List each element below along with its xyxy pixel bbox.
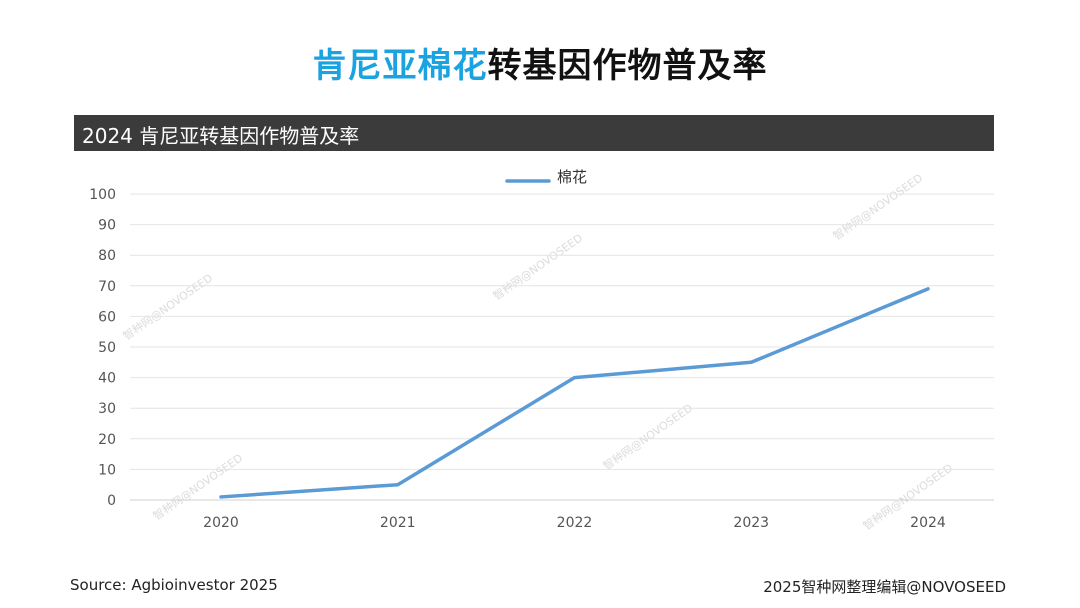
y-tick-label: 40 xyxy=(98,371,116,387)
x-axis: 2020 2021 2022 2023 2024 xyxy=(203,515,946,531)
legend: 棉花 xyxy=(505,168,587,186)
y-tick-label: 100 xyxy=(89,187,116,203)
y-tick-label: 70 xyxy=(98,279,116,295)
data-point xyxy=(749,360,753,364)
watermark-text: 智种网@NOVOSEED xyxy=(120,271,215,343)
page-title-rest: 转基因作物普及率 xyxy=(487,46,768,86)
watermark-text: 智种网@NOVOSEED xyxy=(830,171,925,243)
series-layer xyxy=(219,287,930,499)
grid-lines xyxy=(130,193,994,501)
y-tick-label: 60 xyxy=(98,309,116,325)
source-note: Source: Agbioinvestor 2025 xyxy=(70,576,278,594)
y-tick-label: 50 xyxy=(98,340,116,356)
y-axis: 0 10 20 30 40 50 60 70 80 90 100 xyxy=(89,187,116,509)
page-title-highlight: 肯尼亚棉花 xyxy=(312,46,488,86)
legend-label: 棉花 xyxy=(557,168,587,186)
y-tick-label: 30 xyxy=(98,401,116,417)
watermark-text: 智种网@NOVOSEED xyxy=(600,401,695,473)
chart-title: 2024 肯尼亚转基因作物普及率 xyxy=(82,124,360,148)
series-line xyxy=(219,287,930,499)
credit-note: 2025智种网整理编辑@NOVOSEED xyxy=(763,578,1006,596)
y-tick-label: 0 xyxy=(107,493,116,509)
data-point xyxy=(573,376,576,380)
y-tick-label: 80 xyxy=(98,248,116,264)
page-title: 肯尼亚棉花转基因作物普及率 xyxy=(0,38,1080,87)
x-tick-label: 2021 xyxy=(380,515,416,531)
watermark-text: 智种网@NOVOSEED xyxy=(490,231,585,303)
x-tick-label: 2020 xyxy=(203,515,239,531)
x-tick-label: 2023 xyxy=(733,515,769,531)
chart-title-band: 2024 肯尼亚转基因作物普及率 xyxy=(74,115,994,151)
data-point xyxy=(396,483,400,487)
data-point xyxy=(219,495,223,499)
y-tick-label: 90 xyxy=(98,218,116,234)
watermark-text: 智种网@NOVOSEED xyxy=(150,451,245,523)
data-point xyxy=(926,287,930,291)
x-tick-label: 2022 xyxy=(557,515,593,531)
y-tick-label: 20 xyxy=(98,432,116,448)
y-tick-label: 10 xyxy=(98,462,116,478)
x-tick-label: 2024 xyxy=(910,515,946,531)
